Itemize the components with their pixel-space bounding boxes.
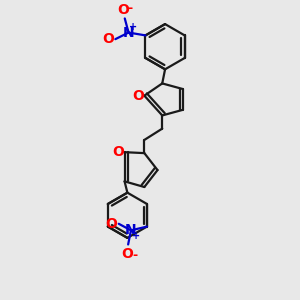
Text: -: - [128, 2, 133, 15]
Text: O: O [102, 32, 114, 46]
Text: N: N [123, 26, 134, 40]
Text: O: O [121, 247, 133, 261]
Text: +: + [129, 22, 137, 32]
Text: O: O [105, 217, 117, 231]
Text: +: + [132, 231, 140, 241]
Text: O: O [112, 145, 124, 159]
Text: O: O [132, 89, 144, 103]
Text: N: N [125, 224, 137, 237]
Text: O: O [117, 3, 129, 17]
Text: -: - [132, 249, 137, 262]
